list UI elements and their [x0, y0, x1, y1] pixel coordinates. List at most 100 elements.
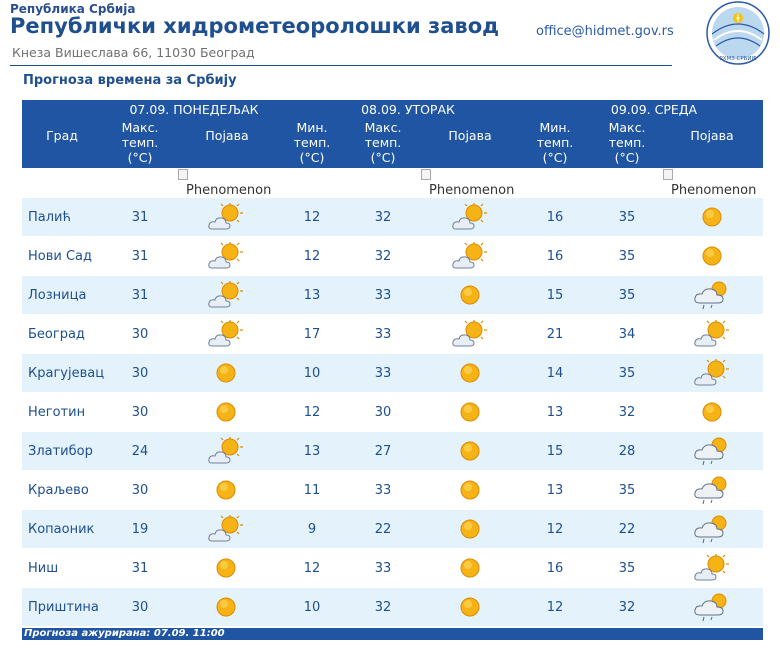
d3-min-header: Мин. темп. (°C) — [536, 120, 574, 165]
d3-min-value: 21 — [546, 327, 564, 342]
partly-cloudy-sun-icon — [206, 513, 246, 545]
d3-min-value: 13 — [546, 405, 564, 420]
d2-min-value: 9 — [307, 522, 317, 537]
table-row: Крагујевац 30 10 33 14 35 — [22, 354, 763, 393]
cloud-sun-shower-icon — [692, 591, 732, 623]
page-title: Прогноза времена за Србију — [23, 73, 237, 88]
d2-max-value: 33 — [374, 366, 392, 381]
sun-icon — [450, 552, 490, 584]
d2-min-value: 13 — [303, 288, 321, 303]
table-row: Лозница 31 13 33 15 35 — [22, 276, 763, 315]
partly-cloudy-sun-icon — [206, 279, 246, 311]
partly-cloudy-sun-icon — [450, 318, 490, 350]
city-name[interactable]: Ниш — [28, 561, 59, 576]
d3-max-value: 34 — [618, 327, 636, 342]
d2-max-value: 33 — [374, 483, 392, 498]
table-row: Београд 30 17 33 21 34 — [22, 315, 763, 354]
broken-image-icon — [421, 169, 431, 180]
d3-min-value: 13 — [546, 483, 564, 498]
d1-max-value: 30 — [131, 483, 149, 498]
cloud-sun-shower-icon — [692, 435, 732, 467]
d3-max-value: 35 — [618, 210, 636, 225]
city-name[interactable]: Нови Сад — [28, 249, 93, 264]
email-link[interactable]: office@hidmet.gov.rs — [536, 24, 674, 39]
d2-min-value: 10 — [303, 366, 321, 381]
d3-max-value: 28 — [618, 444, 636, 459]
d1-max-header: Макс. темп. (°C) — [121, 120, 159, 165]
d3-min-value: 14 — [546, 366, 564, 381]
table-row: Краљево 30 11 33 13 35 — [22, 471, 763, 510]
d1-max-value: 31 — [131, 249, 149, 264]
rhmz-logo[interactable]: РХМЗ СРБИЈЕ — [700, 0, 776, 66]
day-2-label: 08.09. УТОРАК — [361, 102, 455, 117]
city-name[interactable]: Београд — [28, 327, 85, 342]
sun-icon — [450, 513, 490, 545]
city-name[interactable]: Палић — [28, 210, 71, 225]
partly-cloudy-sun-icon — [450, 201, 490, 233]
forecast-table: 07.09. ПОНЕДЕЉАК 08.09. УТОРАК 09.09. СР… — [22, 100, 763, 627]
broken-image-icon — [663, 169, 673, 180]
city-name[interactable]: Краљево — [28, 483, 89, 498]
partly-cloudy-sun-icon — [692, 552, 732, 584]
d1-max-value: 31 — [131, 210, 149, 225]
partly-cloudy-sun-icon — [450, 240, 490, 272]
d2-min-header: Мин. темп. (°C) — [293, 120, 331, 165]
d3-min-value: 16 — [546, 249, 564, 264]
sun-icon — [206, 552, 246, 584]
d3-max-value: 35 — [618, 483, 636, 498]
d2-min-value: 12 — [303, 249, 321, 264]
d2-max-value: 33 — [374, 561, 392, 576]
table-header: 07.09. ПОНЕДЕЉАК 08.09. УТОРАК 09.09. СР… — [22, 100, 763, 168]
d2-max-value: 32 — [374, 210, 392, 225]
sun-icon — [692, 201, 732, 233]
d3-max-header: Макс. темп. (°C) — [608, 120, 646, 165]
city-name[interactable]: Копаоник — [28, 522, 95, 537]
cloud-sun-shower-icon — [692, 279, 732, 311]
city-name[interactable]: Лозница — [28, 288, 87, 303]
d3-min-value: 15 — [546, 288, 564, 303]
sun-icon — [206, 357, 246, 389]
cloud-sun-shower-icon — [692, 474, 732, 506]
site-header: Република Србија Републички хидрометеоро… — [0, 0, 780, 68]
institute-address: Кнеза Вишеслава 66, 11030 Београд — [12, 45, 255, 60]
d3-max-value: 32 — [618, 405, 636, 420]
table-row: Неготин 30 12 30 13 32 — [22, 393, 763, 432]
d3-max-value: 35 — [618, 561, 636, 576]
city-name[interactable]: Крагујевац — [28, 366, 105, 381]
d1-max-value: 30 — [131, 405, 149, 420]
d2-min-value: 12 — [303, 405, 321, 420]
sun-icon — [450, 396, 490, 428]
d3-max-value: 22 — [618, 522, 636, 537]
city-name[interactable]: Приштина — [28, 600, 99, 615]
partly-cloudy-sun-icon — [206, 240, 246, 272]
d2-min-value: 12 — [303, 561, 321, 576]
table-row: Копаоник 19 9 22 12 22 — [22, 510, 763, 549]
d3-max-value: 35 — [618, 288, 636, 303]
partly-cloudy-sun-icon — [692, 318, 732, 350]
institute-title[interactable]: Републички хидрометеоролошки завод — [10, 14, 500, 38]
day-3-label: 09.09. СРЕДА — [610, 102, 698, 117]
d1-max-value: 31 — [131, 561, 149, 576]
broken-image-icon — [178, 169, 188, 180]
partly-cloudy-sun-icon — [692, 357, 732, 389]
table-row: Ниш 31 12 33 16 35 — [22, 549, 763, 588]
city-name[interactable]: Неготин — [28, 405, 86, 420]
table-body: Палић 31 12 32 16 35 Нови Сад 31 12 32 1… — [22, 198, 763, 627]
logo-text: РХМЗ СРБИЈЕ — [719, 56, 757, 62]
d2-max-value: 33 — [374, 288, 392, 303]
partly-cloudy-sun-icon — [206, 318, 246, 350]
partly-cloudy-sun-icon — [206, 201, 246, 233]
d3-min-value: 16 — [546, 561, 564, 576]
d2-min-value: 11 — [303, 483, 321, 498]
d1-max-value: 19 — [131, 522, 149, 537]
sun-icon — [206, 474, 246, 506]
city-header: Град — [46, 128, 78, 143]
table-row: Приштина 30 10 32 12 32 — [22, 588, 763, 627]
sun-icon — [206, 591, 246, 623]
d3-phen-header: Појава — [690, 128, 734, 143]
city-name[interactable]: Златибор — [28, 444, 93, 459]
d2-max-value: 32 — [374, 249, 392, 264]
d3-max-value: 35 — [618, 249, 636, 264]
d3-min-value: 12 — [546, 522, 564, 537]
d2-min-value: 13 — [303, 444, 321, 459]
